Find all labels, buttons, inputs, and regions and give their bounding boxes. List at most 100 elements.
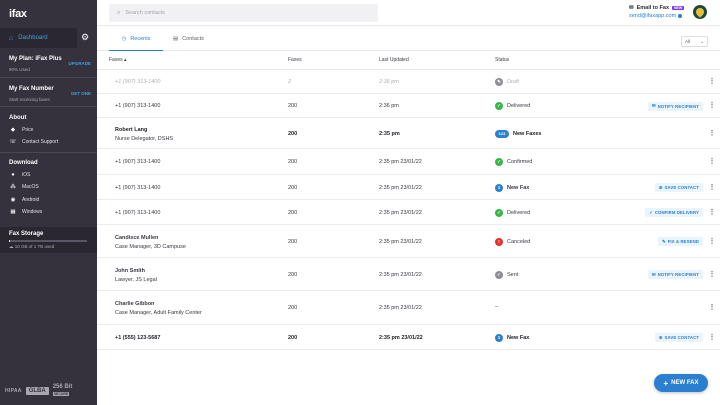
more-options-icon[interactable]: ⋮ (708, 208, 716, 216)
action-icon: ✎ (662, 238, 666, 244)
contact-cell: Robert Lang Nurse Delegator, DSHS (115, 127, 173, 142)
table-row[interactable]: Candisce Mullen Case Manager, 3D Campuse 2… (97, 225, 720, 258)
last-updated: 2:35 pm (379, 130, 400, 137)
new-fax-button[interactable]: + NEW FAX (654, 374, 708, 392)
contact-name: Candisce Mullen (115, 234, 159, 241)
contact-cell: Charlie Gibbon Case Manager, Adult Family… (115, 301, 202, 316)
download-title: Download (9, 160, 38, 166)
sidebar-item-windows[interactable]: ▦ Windows (9, 209, 42, 215)
more-options-icon[interactable]: ⋮ (708, 270, 716, 278)
table-row[interactable]: Charlie Gibbon Case Manager, Adult Family… (97, 291, 720, 325)
fax-count: 200 (288, 103, 298, 109)
sidebar-item-macos[interactable]: ⁂ MacOS (9, 184, 38, 190)
fax-email-address[interactable]: send@ifaxapp.com (629, 13, 677, 19)
table-row[interactable]: +1 (907) 313-1400 200 2:36 pm ✓ Delivered ✉ NO… (97, 94, 720, 118)
more-options-icon[interactable]: ⋮ (708, 158, 716, 165)
info-icon[interactable] (678, 14, 683, 18)
table-row[interactable]: +1 (907) 313-1400 200 2:35 pm 23/01/22 1 New… (97, 175, 720, 200)
gear-icon[interactable]: ⚙ (81, 32, 90, 42)
action-label: FIX & RESEND (667, 239, 699, 244)
table-row[interactable]: +1 (907) 313-1400 200 2:35 pm 23/01/22 ✓ Con… (97, 149, 720, 175)
table-row[interactable]: +1 (907) 313-1400 2 2:36 pm ✎ Draft ⋮ (97, 70, 720, 94)
tab-contacts[interactable]: ▤ Contacts (173, 27, 204, 51)
sidebar-item-label: iOS (22, 172, 31, 178)
last-updated: 2:36 pm (379, 79, 399, 85)
more-options-icon[interactable]: ⋮ (708, 183, 716, 191)
action-icon: ⊕ (658, 184, 663, 190)
search-input[interactable] (125, 10, 356, 16)
row-action-button[interactable]: ✎ FIX & RESEND (658, 237, 703, 246)
status-badge: Delivered (507, 209, 531, 216)
sidebar-item-label: Windows (22, 209, 43, 215)
status-cell: – (495, 304, 498, 310)
row-action-button[interactable]: ⊕ SAVE CONTACT (654, 333, 703, 342)
upgrade-button[interactable]: UPGRADE (68, 61, 91, 66)
sidebar-item-ios[interactable]: ● iOS (9, 172, 30, 178)
get-one-button[interactable]: GET ONE (70, 91, 91, 96)
status-badge: New Faxes (513, 130, 542, 137)
more-options-icon[interactable]: ⋮ (708, 304, 716, 311)
status-badge: Canceled (507, 238, 531, 245)
sidebar-item-contact-support[interactable]: ☏ Contact Support (9, 139, 59, 145)
status-badge: – (495, 304, 499, 310)
macos-icon: ⁂ (10, 184, 16, 190)
table-row[interactable]: +1 (907) 313-1400 200 2:35 pm 23/01/22 ✓ Del… (97, 200, 720, 225)
last-updated: 2:35 pm 23/01/22 (379, 209, 422, 216)
more-options-icon[interactable]: ⋮ (708, 237, 716, 245)
more-options-icon[interactable]: ⋮ (708, 333, 716, 341)
sidebar-item-price[interactable]: ◆ Price (9, 127, 34, 133)
fax-count: 200 (288, 130, 298, 137)
contact-name: +1 (907) 313-1400 (115, 184, 161, 191)
security-badges: HIPAA GLBA 256 Bit SECURE (5, 384, 72, 398)
row-action-button[interactable]: ✓ CONFIRM DELIVERY (645, 208, 703, 217)
more-options-icon[interactable]: ⋮ (708, 102, 716, 109)
tab-bar: ◷ Recents ▤ Contacts All ⌄ (97, 27, 720, 51)
column-faxes-to[interactable]: Faxes ▴ (109, 57, 127, 63)
status-cell: ✓ Confirmed (495, 158, 532, 166)
table-row[interactable]: John Smith Lawyer, JS Legal 200 2:35 pm 23/… (97, 258, 720, 291)
hipaa-badge: HIPAA (5, 388, 22, 394)
sidebar-item-dashboard[interactable]: ⌂ Dashboard (0, 28, 77, 48)
search-box[interactable]: ⌕ (109, 4, 378, 22)
cloud-icon: ☁ (9, 244, 15, 249)
status-cell: ! Canceled (495, 237, 531, 246)
storage-usage: ☁ 10 GB of 1 TB used (9, 244, 55, 249)
email-to-fax[interactable]: ✉ Email to Fax NEW send@ifaxapp.com (629, 5, 685, 19)
storage-bar-fill (9, 240, 10, 242)
about-title: About (9, 115, 27, 121)
more-options-icon[interactable]: ⋮ (708, 129, 716, 137)
contact-title: Case Manager, 3D Campuse (115, 243, 186, 250)
status-badge: Confirmed (507, 159, 533, 165)
fax-count: 200 (288, 209, 298, 216)
contact-cell: +1 (907) 313-1400 (115, 210, 160, 216)
more-options-icon[interactable]: ⋮ (708, 78, 716, 85)
contact-cell: Candisce Mullen Case Manager, 3D Campuse (115, 235, 186, 250)
table-row[interactable]: +1 (555) 123-5687 200 2:35 pm 23/01/22 1 New… (97, 325, 720, 350)
table-row[interactable]: Robert Lang Nurse Delegator, DSHS 200 2:35 … (97, 118, 720, 149)
column-faxes: Faxes (288, 57, 302, 63)
action-label: SAVE CONTACT (664, 335, 699, 340)
fax-storage[interactable]: Fax Storage ☁ 10 GB of 1 TB used (0, 227, 97, 253)
tab-label: Recents (130, 35, 151, 42)
row-action-button[interactable]: ✉ NOTIFY RECIPIENT (647, 270, 703, 279)
envelope-icon: ✉ (629, 5, 634, 11)
filter-select[interactable]: All ⌄ (681, 36, 708, 47)
tab-recents[interactable]: ◷ Recents (109, 27, 163, 51)
encryption-badge: 256 Bit SECURE (52, 384, 73, 396)
avatar[interactable] (693, 5, 707, 19)
storage-bar (9, 240, 87, 242)
status-badge: Draft (507, 79, 519, 85)
row-action-button[interactable]: ⊕ SAVE CONTACT (654, 183, 703, 192)
home-icon: ⌂ (9, 34, 14, 42)
status-cell: 1 New Fax (495, 333, 529, 342)
action-label: NOTIFY RECIPIENT (657, 272, 699, 277)
fax-count: 200 (288, 305, 298, 311)
column-last-updated: Last Updated (379, 57, 409, 63)
contact-name: +1 (907) 313-1400 (115, 79, 161, 85)
row-action-button[interactable]: ✉ NOTIFY RECIPIENT (647, 101, 703, 111)
sidebar-item-label: Contact Support (22, 139, 59, 145)
status-icon: 123 (495, 129, 509, 138)
action-icon: ✉ (651, 271, 656, 277)
headset-icon: ☏ (9, 139, 17, 145)
sidebar-item-android[interactable]: ◉ Android (9, 197, 40, 203)
